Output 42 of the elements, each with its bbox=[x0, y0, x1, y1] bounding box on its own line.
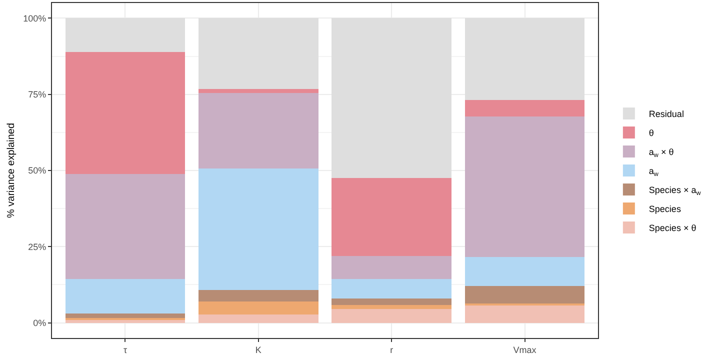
legend-label: Species bbox=[648, 204, 682, 214]
bar bbox=[332, 298, 452, 305]
bar bbox=[332, 308, 452, 323]
x-tick-label: Vmax bbox=[513, 344, 537, 355]
bar bbox=[65, 52, 186, 174]
bar bbox=[198, 290, 318, 302]
bar bbox=[464, 286, 585, 304]
bar bbox=[198, 168, 318, 290]
bar bbox=[65, 313, 186, 318]
bar bbox=[198, 93, 318, 169]
bar bbox=[198, 314, 318, 323]
bar bbox=[464, 18, 585, 100]
bar bbox=[332, 256, 452, 280]
bar bbox=[65, 174, 186, 280]
bar bbox=[332, 18, 452, 178]
bar bbox=[65, 279, 186, 314]
x-tick-label: r bbox=[390, 344, 394, 355]
bar bbox=[464, 116, 585, 257]
bar bbox=[464, 100, 585, 116]
bar bbox=[198, 301, 318, 314]
y-axis-title: % variance explained bbox=[6, 122, 18, 218]
bar bbox=[464, 306, 585, 323]
y-tick-label: 75% bbox=[28, 90, 46, 100]
bar bbox=[198, 18, 318, 89]
x-tick-label: τ bbox=[123, 344, 128, 355]
legend-label: Species × a$_{w}$ bbox=[648, 185, 702, 197]
x-tick-label: K bbox=[255, 344, 262, 355]
y-tick-label: 100% bbox=[23, 13, 46, 24]
legend-label: a$_{w}$ × θ bbox=[648, 147, 674, 159]
bar bbox=[464, 256, 585, 286]
legend-label: θ bbox=[648, 128, 654, 138]
legend-label: Species × θ bbox=[648, 223, 696, 234]
bar bbox=[198, 88, 318, 94]
y-tick-label: 50% bbox=[28, 166, 46, 176]
bar bbox=[332, 304, 452, 309]
y-tick-label: 0% bbox=[33, 318, 46, 328]
bar bbox=[65, 18, 186, 52]
legend-label: Residual bbox=[648, 109, 684, 120]
bar bbox=[332, 178, 452, 256]
legend-label: a$_{w}$ bbox=[648, 166, 659, 178]
bar bbox=[332, 279, 452, 298]
y-tick-label: 25% bbox=[28, 242, 46, 252]
